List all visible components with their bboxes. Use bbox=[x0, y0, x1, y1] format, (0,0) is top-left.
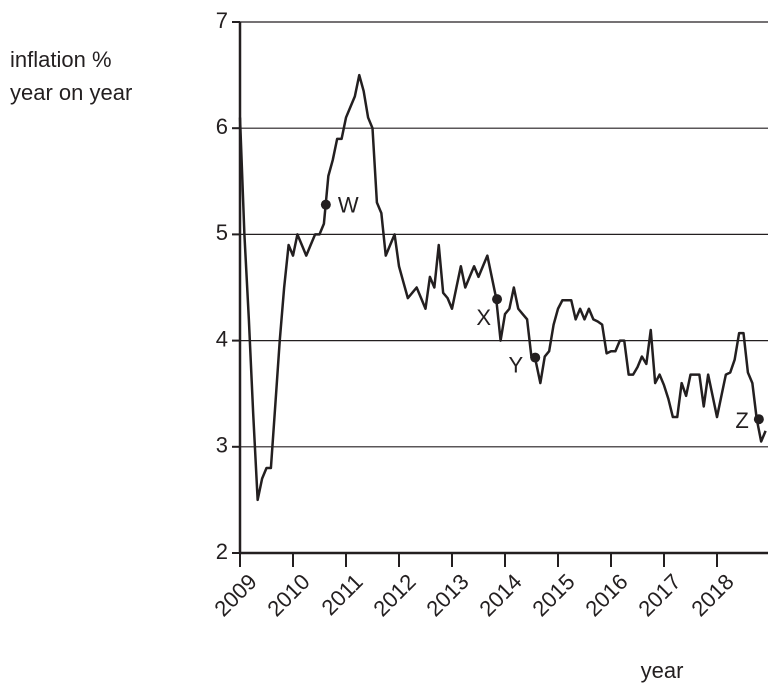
x-tick-label: 2014 bbox=[474, 569, 526, 621]
x-tick-label: 2017 bbox=[633, 569, 685, 621]
y-tick-label: 6 bbox=[216, 114, 228, 139]
annotation-point bbox=[320, 199, 331, 210]
y-tick-label: 2 bbox=[216, 539, 228, 564]
y-tick-label: 7 bbox=[216, 8, 228, 33]
annotation-point bbox=[492, 294, 503, 305]
annotation-label: Y bbox=[509, 352, 524, 377]
x-tick-label: 2013 bbox=[421, 569, 473, 621]
x-axis-label: year bbox=[641, 658, 684, 683]
data-line bbox=[238, 73, 767, 502]
y-tick-label: 5 bbox=[216, 220, 228, 245]
x-tick-label: 2011 bbox=[317, 569, 368, 620]
annotation-label: W bbox=[338, 192, 359, 217]
x-tick-label: 2012 bbox=[368, 569, 420, 621]
annotation-label: X bbox=[476, 305, 491, 330]
x-tick-label: 2015 bbox=[527, 569, 579, 621]
x-tick-label: 2010 bbox=[262, 569, 314, 621]
y-axis-label: inflation % bbox=[10, 47, 112, 72]
x-tick-label: 2009 bbox=[209, 569, 261, 621]
y-tick-label: 4 bbox=[216, 326, 228, 351]
x-tick-label: 2016 bbox=[580, 569, 632, 621]
annotation-point bbox=[530, 352, 541, 363]
y-axis-label: year on year bbox=[10, 80, 132, 105]
annotation-label: Z bbox=[735, 408, 748, 433]
y-tick-label: 3 bbox=[216, 433, 228, 458]
x-tick-label: 2018 bbox=[686, 569, 738, 621]
annotation-point bbox=[753, 414, 764, 425]
